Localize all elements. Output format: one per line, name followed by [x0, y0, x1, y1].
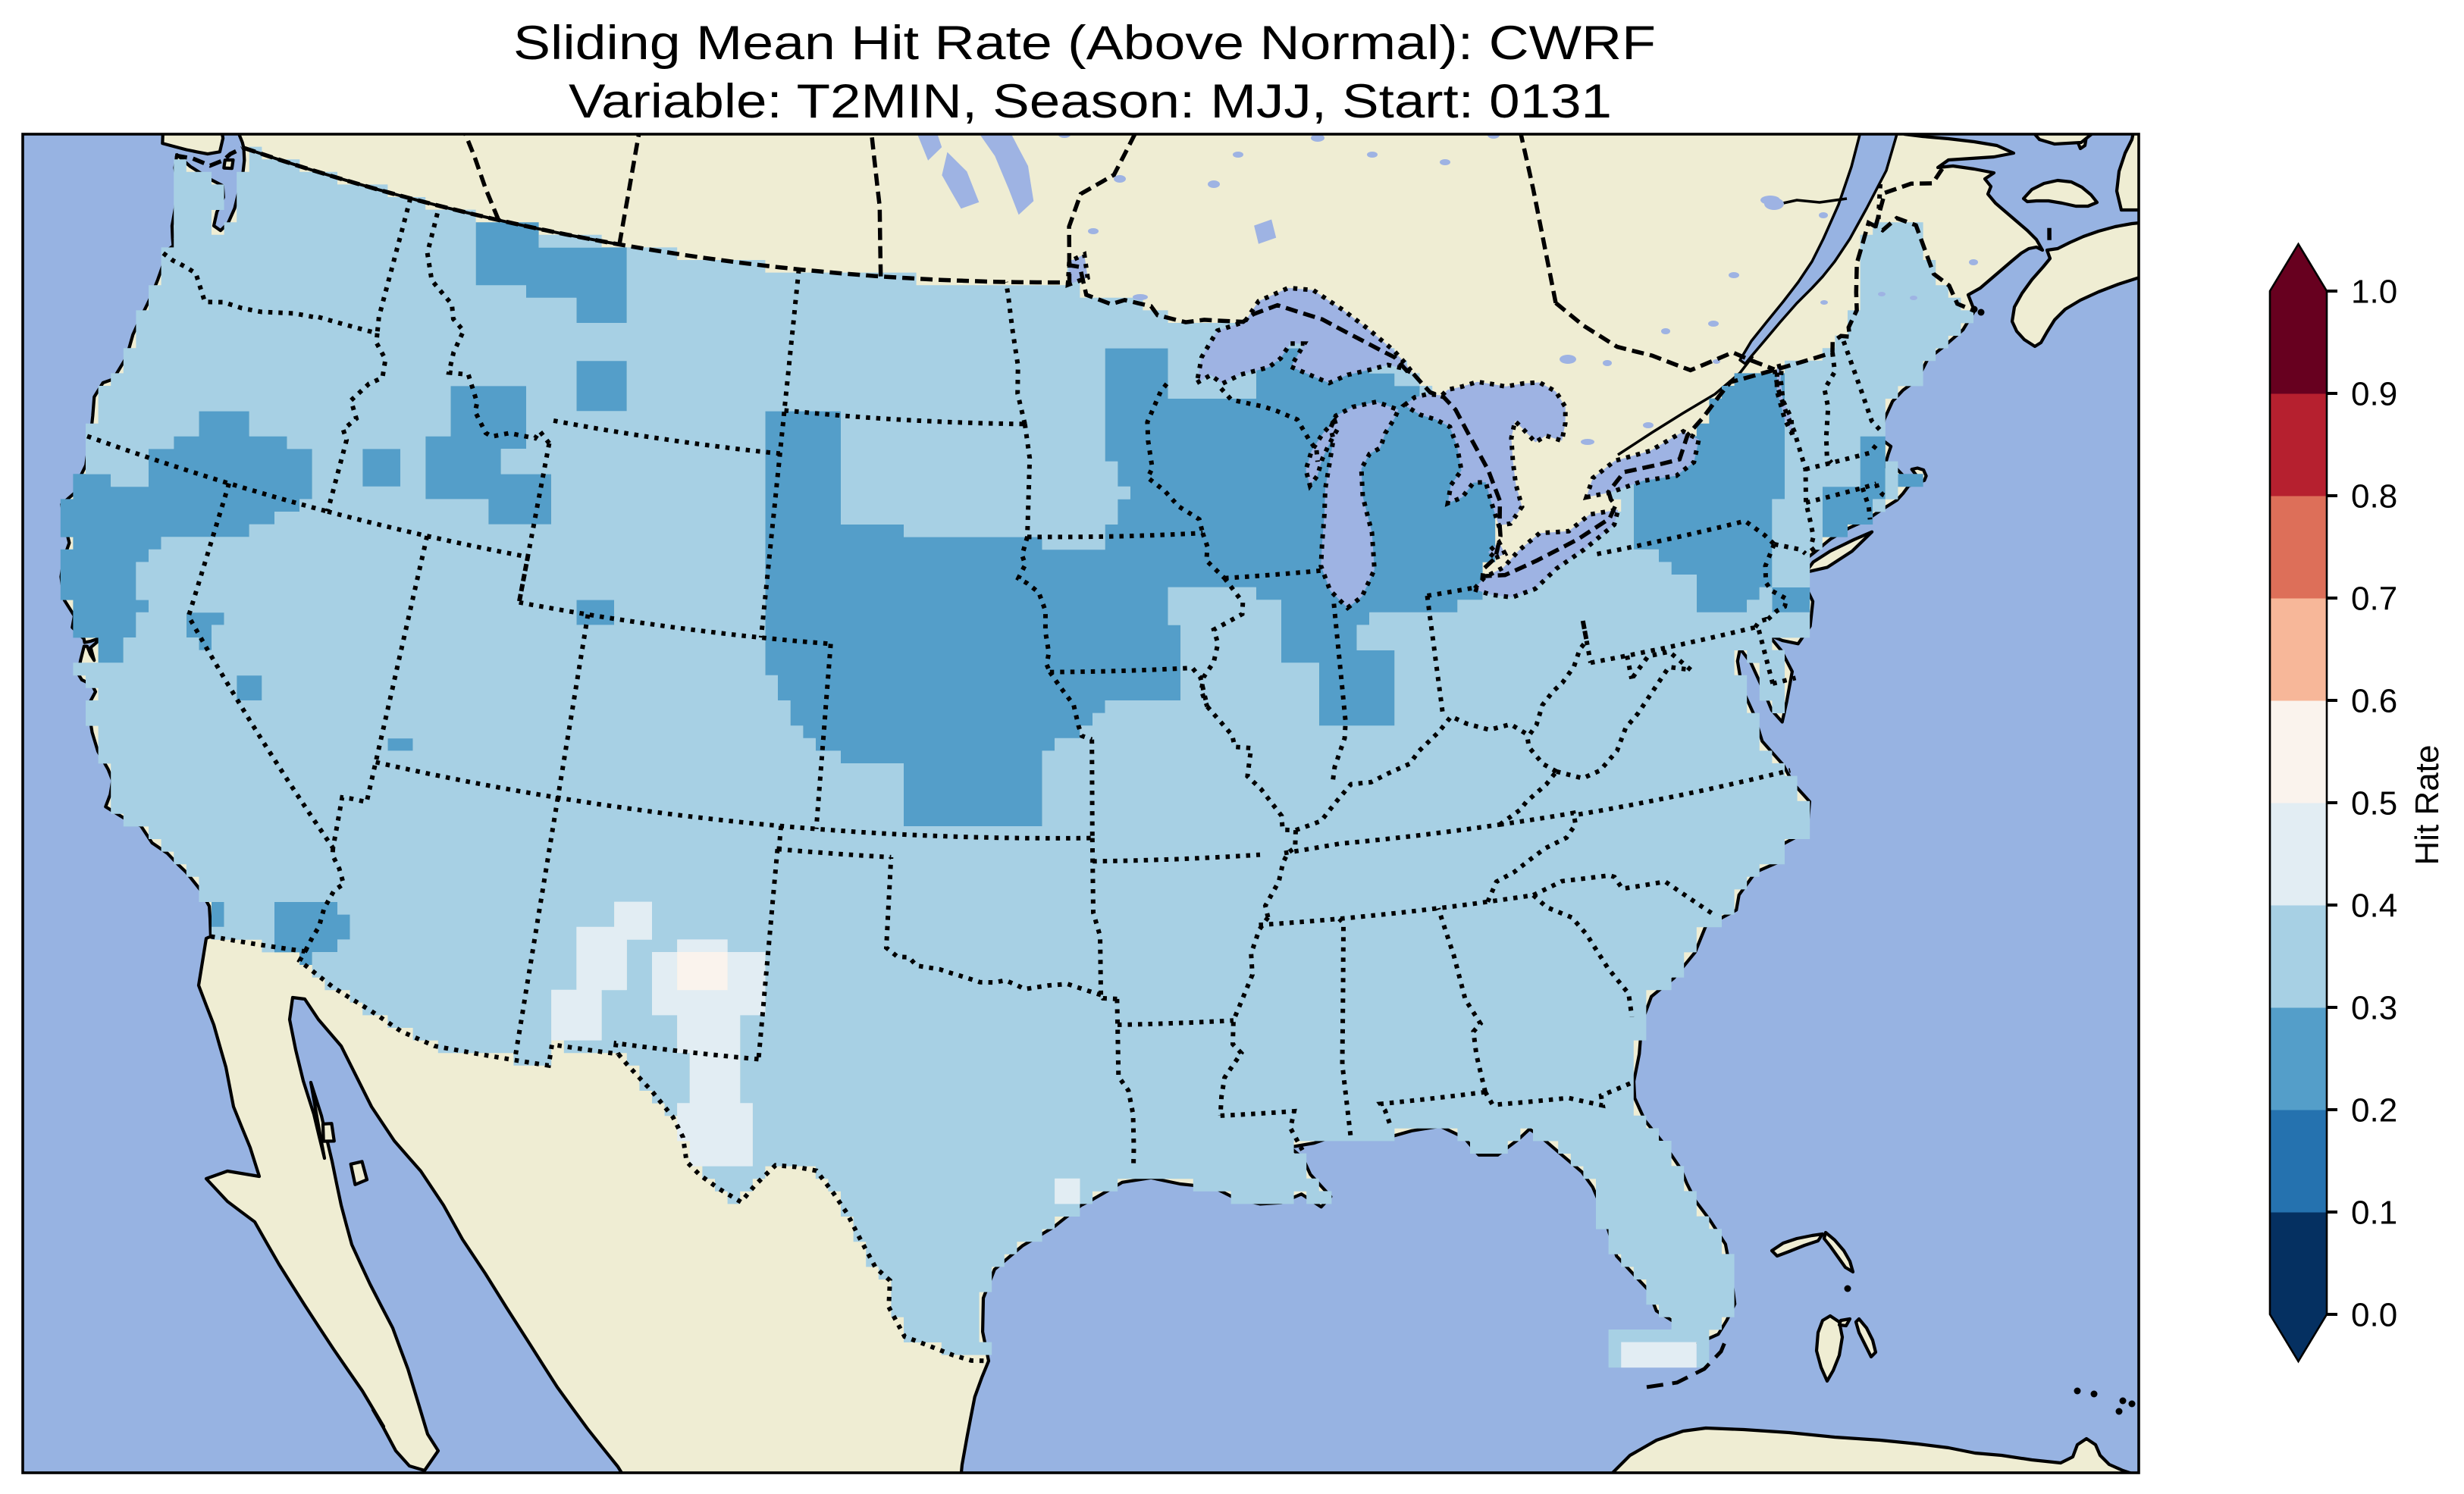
svg-text:0.9: 0.9	[2351, 376, 2397, 413]
svg-text:0.3: 0.3	[2351, 990, 2397, 1027]
svg-text:0.6: 0.6	[2351, 683, 2397, 720]
svg-text:0.2: 0.2	[2351, 1092, 2397, 1129]
svg-text:0.7: 0.7	[2351, 581, 2397, 618]
svg-text:Hit Rate: Hit Rate	[2409, 745, 2446, 866]
svg-text:0.8: 0.8	[2351, 478, 2397, 515]
svg-text:0.5: 0.5	[2351, 785, 2397, 822]
svg-text:Variable: T2MIN, Season: MJJ,: Variable: T2MIN, Season: MJJ, Start: 013…	[569, 75, 1612, 128]
svg-text:0.1: 0.1	[2351, 1195, 2397, 1232]
svg-text:Sliding Mean Hit Rate (Above N: Sliding Mean Hit Rate (Above Normal): CW…	[513, 17, 1656, 70]
svg-text:0.4: 0.4	[2351, 888, 2397, 925]
svg-text:0.0: 0.0	[2351, 1297, 2397, 1334]
svg-text:1.0: 1.0	[2351, 274, 2397, 311]
